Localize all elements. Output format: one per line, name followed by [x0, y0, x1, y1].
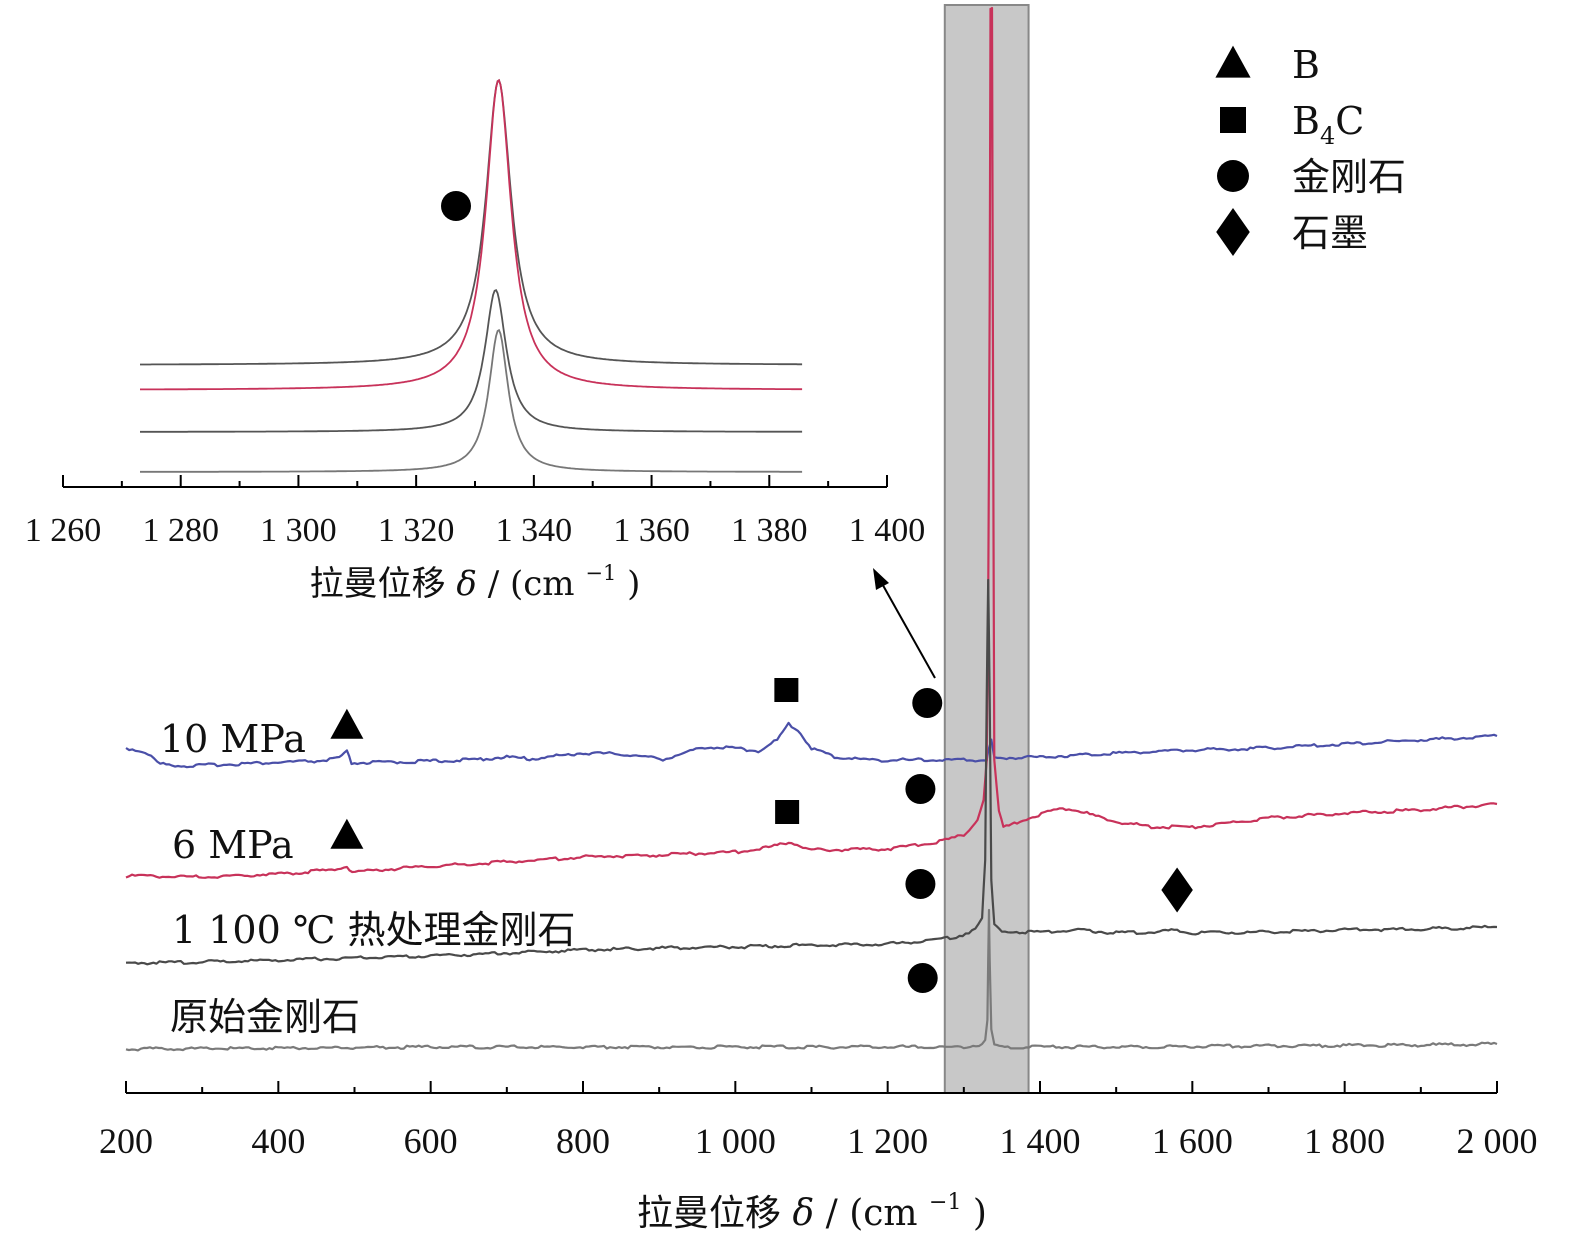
- inset-series: [140, 78, 803, 473]
- highlight-band: [943, 4, 1030, 1094]
- inset-x-tick-label: 1 320: [378, 512, 455, 549]
- main-x-tick-label: 600: [404, 1121, 458, 1161]
- legend-label-tail: C: [1335, 99, 1364, 143]
- legend-circle-icon: [1217, 160, 1249, 192]
- legend-label-main: 金刚石: [1292, 155, 1406, 199]
- main-x-tick-label: 1 800: [1304, 1121, 1385, 1161]
- marker-circle-icon: [905, 774, 936, 804]
- inset-x-tick-label: 1 340: [496, 512, 573, 549]
- marker-triangle-icon: [330, 818, 364, 849]
- inset-plot: 1 260 1 280 1 300 1 320 1 340 1 360 1 380 1 400…: [25, 78, 926, 604]
- marker-circle-icon: [905, 869, 936, 899]
- main-x-axis-title-delta: δ: [793, 1193, 815, 1234]
- inset-curve-2: [140, 289, 803, 433]
- legend-label-2: 金刚石: [1292, 155, 1406, 199]
- inset-x-tick-label: 1 400: [849, 512, 926, 549]
- main-x-axis-title-close: ): [973, 1193, 987, 1234]
- inset-x-axis-title-sup: −1: [585, 561, 616, 585]
- legend-triangle-icon: [1215, 45, 1251, 78]
- inset-x-axis-title: 拉曼位移 δ / (cm −1 ): [310, 549, 641, 604]
- legend-label-main: B: [1292, 99, 1320, 143]
- legend-square-icon: [1220, 107, 1246, 133]
- main-x-tick-label: 1 200: [847, 1121, 928, 1161]
- marker-circle-icon: [912, 688, 943, 718]
- main-x-tick-label: 1 400: [1000, 1121, 1081, 1161]
- main-x-axis-title-sup: −1: [929, 1190, 961, 1215]
- series-curve-3: [125, 908, 1498, 1052]
- inset-arrow: [873, 568, 936, 679]
- main-x-axis-title: 拉曼位移 δ / (cm −1 ): [637, 1177, 987, 1234]
- legend-label-0: B: [1292, 43, 1320, 87]
- main-x-tick-label: 2 000: [1457, 1121, 1538, 1161]
- peak-markers: [330, 678, 1193, 993]
- series-label-3: 原始金刚石: [170, 995, 360, 1039]
- series-label-0: 10 MPa: [160, 717, 306, 761]
- inset-x-tick-label: 1 300: [260, 512, 337, 549]
- series-curve-0: [125, 721, 1498, 769]
- marker-triangle-icon: [330, 708, 364, 739]
- inset-x-axis-title-close: ): [627, 564, 640, 604]
- main-x-axis-title-prefix: 拉曼位移: [637, 1193, 792, 1234]
- main-x-tick-label: 1 000: [695, 1121, 776, 1161]
- legend-diamond-icon: [1216, 208, 1250, 256]
- main-x-ticks: 200 400 600 800 1 000 1 200 1 400 1 600 1 800 2 0…: [99, 1081, 1538, 1161]
- series-curve-2: [125, 578, 1498, 966]
- inset-x-ticks: 1 260 1 280 1 300 1 320 1 340 1 360 1 380 1 400: [25, 475, 926, 549]
- inset-x-tick-label: 1 280: [142, 512, 219, 549]
- inset-x-axis-title-suffix: / (cm: [488, 564, 575, 604]
- main-x-tick-label: 400: [251, 1121, 305, 1161]
- series-label-1: 6 MPa: [172, 823, 294, 867]
- inset-x-tick-label: 1 380: [731, 512, 808, 549]
- main-x-tick-label: 800: [556, 1121, 610, 1161]
- marker-circle-icon: [907, 963, 938, 993]
- series-label-2: 1 100 ℃ 热处理金刚石: [172, 908, 575, 952]
- inset-x-axis-title-delta: δ: [456, 564, 476, 604]
- legend-label-main: B: [1292, 43, 1320, 87]
- inset-x-tick-label: 1 360: [613, 512, 690, 549]
- main-x-axis-title-suffix: / (cm: [826, 1193, 918, 1234]
- marker-diamond-icon: [1161, 867, 1193, 913]
- main-plot-series: [125, 6, 1498, 1052]
- main-x-tick-label: 200: [99, 1121, 153, 1161]
- series-curve-1: [125, 6, 1498, 879]
- inset-curve-0: [140, 78, 803, 366]
- marker-square-icon: [775, 800, 800, 824]
- inset-curve-1: [140, 78, 803, 391]
- inset-x-axis-title-prefix: 拉曼位移: [310, 564, 457, 604]
- legend-label-sub: 4: [1320, 122, 1335, 150]
- legend-label-main: 石墨: [1292, 211, 1368, 255]
- marker-square-icon: [774, 678, 799, 702]
- inset-curve-3: [140, 328, 803, 473]
- legend-label-1: B4C: [1292, 99, 1364, 150]
- inset-x-tick-label: 1 260: [25, 512, 102, 549]
- inset-circle-icon: [441, 191, 471, 221]
- inset-diamond-marker: [441, 191, 471, 221]
- main-x-tick-label: 1 600: [1152, 1121, 1233, 1161]
- legend-label-3: 石墨: [1292, 211, 1368, 255]
